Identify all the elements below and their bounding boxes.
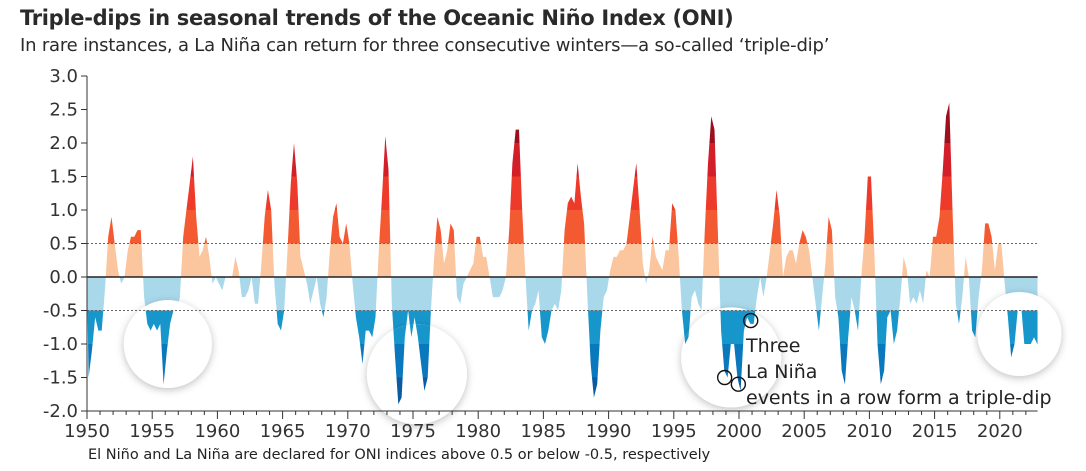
triple-dip-highlight-circle	[123, 300, 212, 388]
band-neg1-neg1.5	[87, 344, 1038, 378]
x-tick-label: 1985	[520, 421, 566, 442]
x-tick-label: 1970	[325, 421, 371, 442]
annotation-line: events in a row form a triple-dip	[746, 387, 1052, 409]
band-above-2	[87, 102, 1038, 143]
oni-area	[87, 102, 1038, 405]
chart-title: Triple-dips in seasonal trends of the Oc…	[20, 6, 734, 30]
y-tick-label: -0.5	[43, 301, 78, 322]
y-tick-label: 2.5	[49, 100, 78, 121]
annotation-line: La Niña	[746, 361, 817, 383]
x-tick-label: 2015	[912, 421, 958, 442]
y-tick-label: 3.0	[49, 66, 78, 87]
band-0.5-1	[87, 210, 1038, 244]
y-tick-label: -2.0	[43, 401, 78, 422]
la-nina-event-marker	[716, 369, 733, 386]
x-tick-label: 2000	[716, 421, 762, 442]
x-tick-label: 1975	[390, 421, 436, 442]
la-nina-event-marker	[730, 376, 747, 392]
triple-dip-highlight-circle	[681, 307, 782, 408]
x-tick-label: 2005	[781, 421, 827, 442]
band-1-1.5	[87, 176, 1038, 210]
x-tick-label: 1955	[129, 421, 175, 442]
y-tick-label: 0.0	[49, 267, 78, 288]
triple-dip-highlight-circle	[977, 291, 1062, 376]
x-tick-label: 2020	[977, 421, 1023, 442]
x-tick-label: 1965	[260, 421, 306, 442]
x-tick-label: 1990	[586, 421, 632, 442]
footnote: El Niño and La Niña are declared for ONI…	[88, 447, 711, 463]
x-tick-label: 1950	[64, 421, 110, 442]
y-tick-label: 0.5	[49, 234, 78, 255]
band-neg0.5-neg1	[87, 310, 1038, 344]
band-0-0.5	[87, 243, 1038, 277]
chart-subtitle: In rare instances, a La Niña can return …	[20, 35, 830, 56]
x-tick-label: 1995	[651, 421, 697, 442]
la-nina-event-marker	[743, 312, 759, 329]
x-tick-label: 2010	[846, 421, 892, 442]
band-0-neg0.5	[87, 277, 1038, 311]
annotation-line: Three	[745, 335, 800, 357]
y-tick-label: -1.5	[43, 368, 78, 389]
triple-dip-highlight-circle	[366, 324, 467, 425]
y-tick-label: 2.0	[49, 133, 78, 154]
x-tick-label: 1980	[455, 421, 501, 442]
y-tick-label: 1.0	[49, 200, 78, 221]
x-tick-label: 1960	[194, 421, 240, 442]
band-1.5-2	[87, 143, 1038, 177]
y-tick-label: 1.5	[49, 167, 78, 188]
y-tick-label: -1.0	[43, 334, 78, 355]
band-neg1-neg1.5	[123, 344, 1038, 378]
